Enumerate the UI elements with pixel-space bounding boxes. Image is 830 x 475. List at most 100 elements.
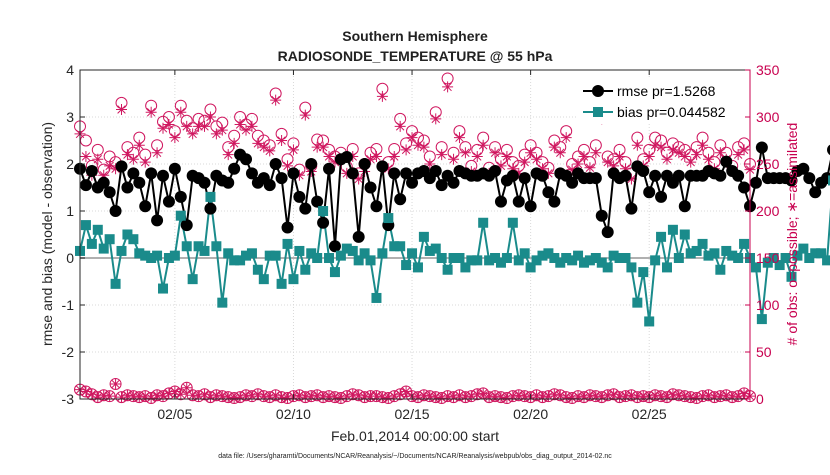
obs-assimilated-marker [187,389,199,401]
y-axis-label-left: rmse and bias (model - observation) [39,122,55,346]
obs-assimilated-marker [133,391,145,403]
obs-assimilated-marker [240,124,252,136]
obs-assimilated-marker [513,389,525,401]
obs-assimilated-marker [679,390,691,402]
obs-assimilated-marker [311,389,323,401]
obs-assimilated-marker [145,106,157,118]
obs-assimilated-marker [181,120,193,132]
bias-point [626,262,637,273]
obs-assimilated-marker [216,390,228,402]
legend-rmse-marker [592,85,604,97]
bias-point [270,250,281,261]
bias-point [495,257,506,268]
rmse-point [305,158,318,170]
rmse-point [400,167,413,180]
bias-point [739,238,750,249]
rmse-point [293,190,306,203]
rmse-point [115,160,128,173]
x-tick-label: 02/05 [157,406,192,422]
legend-rmse-label: rmse pr=1.5268 [617,83,716,99]
y-tick-label-right: 50 [756,344,772,360]
bias-point [721,245,732,256]
rmse-point [524,200,537,213]
obs-assimilated-marker [436,149,448,161]
rmse-point [494,195,507,208]
bias-point [685,248,696,259]
obs-assimilated-marker [667,388,679,400]
obs-assimilated-marker [507,163,519,175]
bias-point [241,250,252,261]
bias-point [709,248,720,259]
y-tick-label-right: 100 [756,297,780,313]
obs-assimilated-marker [732,149,744,161]
data-file-footnote: data file: /Users/gharamti/Documents/NCA… [218,453,612,460]
bias-point [353,255,364,266]
obs-assimilated-marker [293,169,305,181]
obs-assimilated-marker [691,392,703,404]
rmse-point [103,186,116,199]
bias-point [786,271,797,282]
obs-assimilated-marker [566,392,578,404]
bias-point [401,260,412,271]
obs-assimilated-marker [276,135,288,146]
rmse-point [79,179,92,192]
rmse-point [542,186,555,199]
rmse-point [323,162,336,175]
bias-point [389,241,400,252]
rmse-point [821,172,830,185]
obs-assimilated-marker [323,150,335,162]
rmse-point [809,186,822,199]
y-tick-label-left: 3 [66,109,74,125]
obs-assimilated-marker [400,144,412,156]
bias-point [312,253,323,263]
bias-point [798,243,809,254]
bias-point [92,224,103,235]
legend-bias-label: bias pr=0.044582 [617,104,726,120]
bias-point [561,253,572,263]
y-tick-label-right: 300 [756,109,780,125]
obs-assimilated-marker [442,390,454,402]
bias-point [359,248,370,259]
obs-assimilated-marker [602,389,614,401]
obs-assimilated-marker [139,156,151,168]
bias-point [128,234,139,245]
legend-bias-marker [593,107,603,117]
obs-assimilated-marker [738,387,750,399]
bias-point [282,238,293,249]
bias-point [460,262,471,273]
bias-point [294,245,305,256]
obs-assimilated-marker [175,106,187,118]
bias-point [590,253,601,263]
obs-assimilated-marker [376,391,388,403]
obs-assimilated-marker [714,390,726,402]
obs-assimilated-marker [477,387,489,399]
bias-point [466,255,477,266]
bias-point [235,255,246,266]
obs-assimilated-marker [246,120,258,132]
obs-assimilated-marker [726,391,738,403]
y-tick-label-left: -1 [62,297,75,313]
obs-assimilated-marker [501,150,513,162]
obs-assimilated-marker [228,392,240,404]
bias-point [430,243,441,254]
rmse-point [429,165,442,178]
obs-assimilated-marker [424,390,436,402]
obs-assimilated-marker [92,391,104,403]
bias-point [324,253,335,263]
obs-assimilated-marker [572,158,584,170]
rmse-point [589,172,602,185]
rmse-point [139,200,152,213]
chart-title: Southern Hemisphere [342,28,488,44]
obs-assimilated-marker [116,391,128,403]
obs-assimilated-marker [714,147,726,159]
obs-assimilated-marker [661,153,673,165]
rmse-point [162,195,175,208]
obs-assimilated-marker [406,132,418,144]
obs-assimilated-marker [199,388,211,400]
obs-assimilated-marker [459,391,471,403]
bias-point [199,245,210,256]
bias-point [306,248,317,259]
rmse-point [299,202,312,215]
obs-assimilated-marker [536,163,548,175]
legend-background [578,78,744,124]
